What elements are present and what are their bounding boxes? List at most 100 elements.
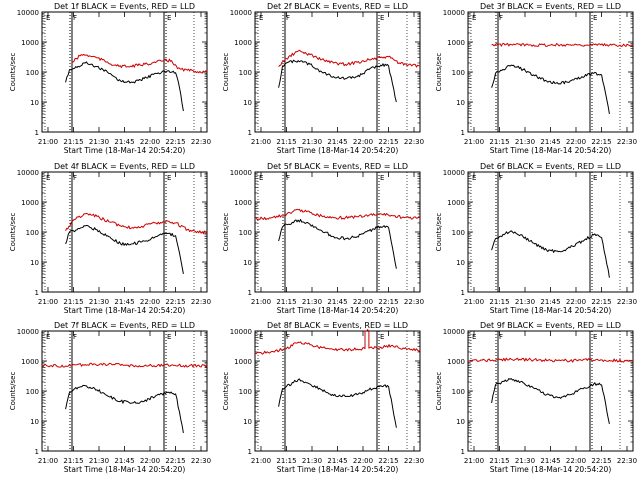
x-tick-label: 21:30 — [302, 457, 322, 465]
x-axis-label: Start Time (18-Mar-14 20:54:20) — [490, 146, 612, 155]
y-tick-label: 100 — [239, 69, 252, 77]
x-tick-label: 22:00 — [566, 457, 586, 465]
marker-label: E — [46, 174, 50, 182]
plot-frame — [467, 11, 634, 133]
y-tick-label: 10 — [456, 99, 465, 107]
x-tick-label: 21:15 — [489, 457, 509, 465]
marker-label: E — [593, 174, 597, 182]
x-tick-label: 22:00 — [566, 138, 586, 146]
panel-det-1: Det 1f BLACK = Events, RED = LLD 1 10 100 10… — [9, 2, 211, 155]
x-tick-label: 22:30 — [617, 298, 637, 306]
marker-label: E — [593, 14, 597, 22]
series-lld-line — [254, 208, 421, 221]
marker-label: E — [259, 174, 263, 182]
panel-title: Det 1f BLACK = Events, RED = LLD — [54, 2, 195, 11]
y-tick-label: 1000 — [21, 39, 39, 47]
y-tick-label: 1 — [461, 289, 465, 297]
x-tick-label: 22:30 — [404, 457, 424, 465]
series-events-line — [65, 61, 184, 112]
series-lld-line — [71, 53, 208, 74]
y-tick-label: 100 — [239, 229, 252, 237]
y-tick-label: 10 — [456, 418, 465, 426]
marker-label: E — [472, 174, 476, 182]
x-tick-label: 21:15 — [63, 138, 83, 146]
x-tick-label: 22:30 — [404, 298, 424, 306]
x-tick-label: 21:00 — [251, 457, 271, 465]
x-tick-label: 22:30 — [617, 457, 637, 465]
y-tick-label: 1 — [248, 448, 252, 456]
x-tick-label: 22:30 — [191, 457, 211, 465]
x-tick-label: 21:45 — [327, 457, 347, 465]
marker-label: F — [499, 333, 503, 341]
y-tick-label: 10000 — [17, 9, 39, 17]
x-tick-label: 21:30 — [515, 138, 535, 146]
series-events-line — [278, 219, 397, 269]
panel-title: Det 5f BLACK = Events, RED = LLD — [267, 162, 408, 171]
marker-label: F — [73, 174, 77, 182]
x-tick-label: 21:30 — [302, 138, 322, 146]
y-tick-label: 10000 — [230, 328, 252, 336]
y-tick-label: 1000 — [234, 199, 252, 207]
panel-title: Det 7f BLACK = Events, RED = LLD — [54, 321, 195, 330]
x-tick-label: 21:15 — [276, 138, 296, 146]
series-events-line — [278, 59, 397, 103]
marker-label: E — [472, 333, 476, 341]
y-tick-label: 100 — [239, 388, 252, 396]
x-tick-label: 21:15 — [63, 457, 83, 465]
y-tick-label: 10000 — [443, 169, 465, 177]
y-tick-label: 10000 — [443, 328, 465, 336]
panel-title: Det 8f BLACK = Events, RED = LLD — [267, 321, 408, 330]
x-tick-label: 21:45 — [114, 138, 134, 146]
series-lld-line — [467, 357, 634, 363]
x-tick-label: 21:15 — [63, 298, 83, 306]
x-tick-label: 21:15 — [489, 298, 509, 306]
y-tick-label: 1000 — [21, 358, 39, 366]
marker-label: F — [286, 14, 290, 22]
series-events-line — [278, 378, 397, 428]
x-tick-label: 22:30 — [191, 298, 211, 306]
x-tick-label: 21:45 — [540, 138, 560, 146]
x-axis-label: Start Time (18-Mar-14 20:54:20) — [277, 465, 399, 474]
x-axis-label: Start Time (18-Mar-14 20:54:20) — [64, 306, 186, 315]
series-events-line — [65, 224, 184, 274]
y-tick-label: 10 — [243, 259, 252, 267]
series-lld-line — [41, 362, 208, 368]
y-tick-label: 1 — [248, 129, 252, 137]
x-tick-label: 22:30 — [617, 138, 637, 146]
series-events-line — [491, 378, 610, 425]
x-tick-label: 21:45 — [540, 298, 560, 306]
y-tick-label: 10 — [30, 99, 39, 107]
y-tick-label: 10 — [30, 259, 39, 267]
x-tick-label: 21:45 — [540, 457, 560, 465]
panel-title: Det 3f BLACK = Events, RED = LLD — [480, 2, 621, 11]
x-axis-label: Start Time (18-Mar-14 20:54:20) — [64, 465, 186, 474]
panel-title: Det 4f BLACK = Events, RED = LLD — [54, 162, 195, 171]
y-tick-label: 1000 — [447, 199, 465, 207]
marker-label: F — [73, 333, 77, 341]
x-tick-label: 22:00 — [140, 138, 160, 146]
y-tick-label: 10000 — [230, 169, 252, 177]
marker-label: E — [380, 14, 384, 22]
plot-frame — [254, 171, 421, 293]
panel-title: Det 6f BLACK = Events, RED = LLD — [480, 162, 621, 171]
x-tick-label: 22:30 — [191, 138, 211, 146]
marker-label: F — [286, 333, 290, 341]
marker-label: F — [499, 174, 503, 182]
series-lld-line — [254, 329, 421, 355]
y-axis-label: Counts/sec — [222, 53, 230, 92]
y-axis-label: Counts/sec — [435, 213, 443, 252]
y-tick-label: 10000 — [17, 328, 39, 336]
y-tick-label: 100 — [452, 229, 465, 237]
x-tick-label: 22:15 — [378, 298, 398, 306]
y-tick-label: 10 — [243, 99, 252, 107]
series-events-line — [491, 64, 610, 114]
x-tick-label: 22:15 — [591, 298, 611, 306]
panel-det-8: Det 8f BLACK = Events, RED = LLD 1 10 100 10… — [222, 321, 424, 474]
x-tick-label: 21:30 — [89, 457, 109, 465]
x-tick-label: 21:45 — [114, 457, 134, 465]
y-tick-label: 10000 — [443, 9, 465, 17]
marker-label: F — [499, 14, 503, 22]
marker-label: E — [259, 333, 263, 341]
marker-label: E — [380, 174, 384, 182]
x-tick-label: 21:45 — [327, 138, 347, 146]
